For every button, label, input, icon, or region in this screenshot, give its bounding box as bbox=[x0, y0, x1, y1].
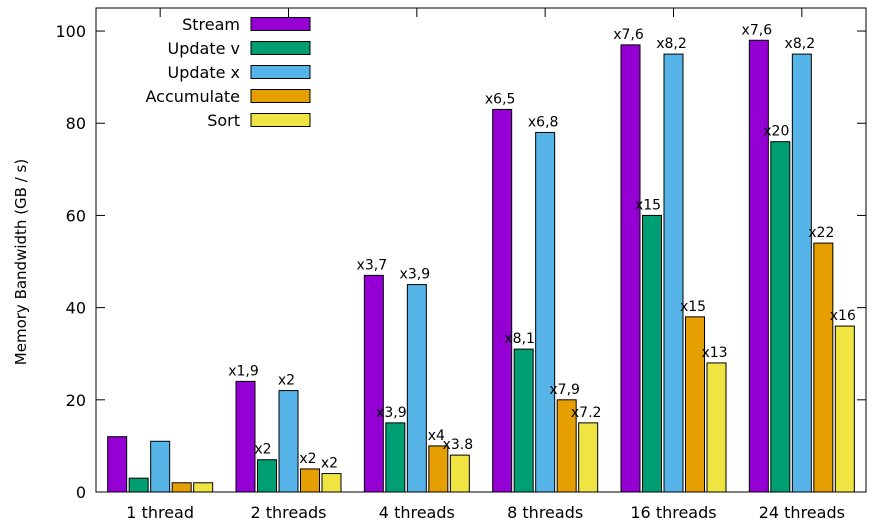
data-label: x22 bbox=[808, 225, 834, 241]
data-label: x8,2 bbox=[785, 36, 816, 52]
data-label: x2 bbox=[278, 373, 295, 389]
bar-accumulate bbox=[813, 242, 834, 493]
data-label: x8,2 bbox=[656, 36, 687, 52]
legend-swatch bbox=[250, 113, 311, 127]
bar-update-x bbox=[406, 284, 427, 493]
data-label: x4 bbox=[428, 428, 445, 444]
data-label: x3.8 bbox=[443, 437, 474, 453]
bar-accumulate bbox=[428, 445, 449, 493]
data-label: x8,1 bbox=[504, 331, 535, 347]
x-tick-label: 1 thread bbox=[126, 503, 194, 522]
data-label: x2 bbox=[299, 451, 316, 467]
y-tick-label: 20 bbox=[66, 391, 86, 410]
data-label: x6,5 bbox=[485, 91, 516, 107]
bar-update-v bbox=[642, 214, 662, 493]
bar-update-x bbox=[278, 390, 299, 493]
bar-accumulate bbox=[685, 316, 705, 493]
bar-accumulate bbox=[556, 399, 577, 493]
data-label: x7,6 bbox=[742, 22, 773, 38]
data-label: x15 bbox=[680, 299, 706, 315]
data-label: x2 bbox=[321, 456, 338, 472]
data-label: x3,9 bbox=[376, 405, 407, 421]
bar-accumulate bbox=[300, 468, 320, 493]
legend-label: Stream bbox=[182, 15, 240, 34]
data-label: x7,6 bbox=[613, 27, 644, 43]
data-label: x7.2 bbox=[571, 405, 602, 421]
legend-label: Update v bbox=[168, 39, 241, 58]
bar-update-x bbox=[791, 53, 812, 493]
plot-frame bbox=[95, 7, 867, 493]
bar-stream bbox=[748, 39, 769, 493]
x-tick-label: 8 threads bbox=[507, 503, 583, 522]
data-label: x1,9 bbox=[228, 363, 259, 379]
data-label: x7,9 bbox=[549, 382, 580, 398]
legend-label: Update x bbox=[168, 63, 241, 82]
y-tick-label: 80 bbox=[66, 114, 86, 133]
legend-swatch bbox=[250, 65, 311, 79]
bars-group bbox=[107, 39, 855, 493]
x-tick-label: 24 threads bbox=[759, 503, 845, 522]
legend-label: Sort bbox=[207, 111, 240, 130]
bar-sort bbox=[706, 362, 727, 493]
bar-update-v bbox=[257, 459, 277, 493]
bar-update-v bbox=[770, 141, 791, 493]
bar-update-x bbox=[535, 131, 556, 493]
y-tick-label: 0 bbox=[76, 483, 86, 502]
data-label: x6,8 bbox=[528, 114, 559, 130]
legend-swatch bbox=[250, 41, 311, 55]
x-tick-label: 2 threads bbox=[250, 503, 326, 522]
data-label: x15 bbox=[635, 197, 661, 213]
bar-sort bbox=[834, 325, 855, 493]
data-label: x13 bbox=[701, 345, 727, 361]
bar-sort bbox=[449, 454, 470, 493]
y-axis-label: Memory Bandwidth (GB / s) bbox=[12, 159, 30, 365]
bar-stream bbox=[620, 44, 641, 493]
bar-update-v bbox=[513, 348, 534, 493]
data-label: x20 bbox=[763, 124, 789, 140]
data-label: x3,9 bbox=[400, 267, 431, 283]
bar-update-x bbox=[663, 53, 684, 493]
data-label: x16 bbox=[830, 308, 856, 324]
bar-update-v bbox=[385, 422, 406, 493]
y-tick-label: 60 bbox=[66, 206, 86, 225]
bar-stream bbox=[107, 436, 128, 493]
legend-swatch bbox=[250, 89, 311, 103]
x-tick-label: 16 threads bbox=[630, 503, 716, 522]
bar-stream bbox=[492, 108, 513, 493]
bar-sort bbox=[321, 473, 342, 493]
bar-update-x bbox=[150, 440, 171, 493]
y-tick-label: 40 bbox=[66, 299, 86, 318]
bar-accumulate bbox=[171, 482, 192, 493]
x-tick-label: 4 threads bbox=[379, 503, 455, 522]
data-label: x3,7 bbox=[357, 257, 388, 273]
y-tick-label: 100 bbox=[55, 22, 86, 41]
bar-sort bbox=[193, 482, 214, 493]
data-label: x2 bbox=[254, 442, 271, 458]
legend-label: Accumulate bbox=[146, 87, 241, 106]
bar-stream bbox=[363, 274, 384, 493]
legend: Stream Update v Update x Accumulate Sort bbox=[146, 15, 311, 130]
legend-swatch bbox=[250, 17, 311, 31]
bar-update-v bbox=[128, 477, 149, 493]
bar-stream bbox=[235, 380, 256, 493]
bar-sort bbox=[578, 422, 599, 493]
